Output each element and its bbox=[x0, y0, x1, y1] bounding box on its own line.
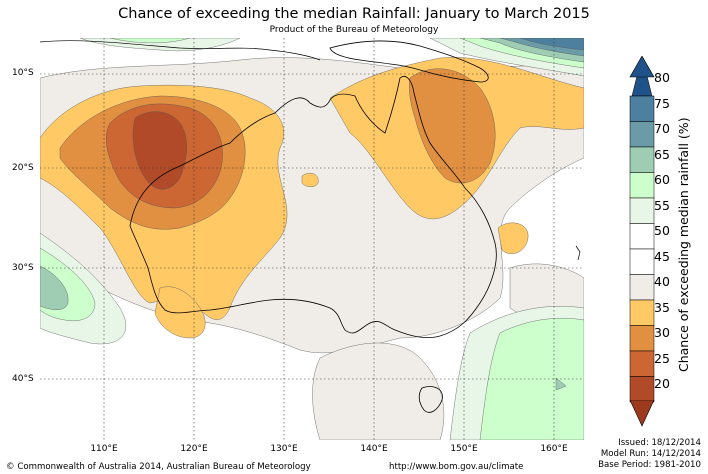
legend-tick-55: 55 bbox=[654, 197, 670, 213]
legend-top-arrow-shape bbox=[629, 56, 655, 78]
rainfall-map bbox=[40, 38, 584, 440]
lon-label-150e: 150°E bbox=[450, 444, 478, 454]
legend-bottom-arrow-shape bbox=[629, 400, 655, 427]
legend-tick-75: 75 bbox=[654, 95, 670, 111]
legend-tick-25: 25 bbox=[654, 350, 670, 366]
region-55-60-northwest bbox=[79, 38, 241, 52]
indonesia-coastline bbox=[40, 40, 321, 61]
legend-tick-35: 35 bbox=[654, 299, 670, 315]
map-subtitle: Product of the Bureau of Meteorology bbox=[269, 25, 439, 35]
legend-tick-45: 45 bbox=[654, 248, 670, 264]
graticule bbox=[40, 38, 584, 440]
rainfall-map-svg bbox=[40, 38, 584, 440]
legend-cell-25-30 bbox=[629, 350, 655, 377]
region-40-45-south bbox=[312, 342, 445, 440]
tasmania-coastline bbox=[418, 386, 443, 413]
legend-arrow-top bbox=[631, 76, 653, 97]
bom-url-link[interactable]: http://www.bom.gov.au/climate bbox=[389, 462, 524, 472]
legend-cell-60-65 bbox=[629, 172, 655, 199]
new-zealand-coastline bbox=[575, 245, 581, 261]
lon-label-110e: 110°E bbox=[90, 444, 118, 454]
lon-label-120e: 120°E bbox=[180, 444, 208, 454]
legend-cell-70-75 bbox=[629, 121, 655, 148]
legend-tick-65: 65 bbox=[654, 146, 670, 162]
legend-tick-80: 80 bbox=[654, 70, 670, 85]
region-65-70-southeast bbox=[555, 377, 567, 391]
legend-tick-40: 40 bbox=[654, 274, 670, 289]
legend-cell-35-40 bbox=[629, 299, 655, 326]
issued-date: Issued: 18/12/2014 bbox=[618, 438, 701, 448]
legend-bottom-arrow bbox=[629, 400, 655, 427]
lat-label-30s: 30°S bbox=[12, 263, 34, 273]
new-guinea-coastline bbox=[329, 40, 489, 83]
legend-cell-45-50 bbox=[629, 248, 655, 275]
lat-label-10s: 10°S bbox=[12, 68, 34, 78]
region-65-70-southwest bbox=[40, 265, 69, 310]
legend-tick-60: 60 bbox=[654, 172, 670, 187]
legend-title-wrap: Chance of exceeding median rainfall (%) bbox=[676, 117, 708, 387]
legend-tick-70: 70 bbox=[654, 121, 670, 136]
legend-cell-55-60 bbox=[629, 197, 655, 224]
model-run-date: Model Run: 14/12/2014 bbox=[600, 449, 701, 459]
legend-tick-50: 50 bbox=[654, 223, 670, 238]
lon-label-160e: 160°E bbox=[540, 444, 568, 454]
legend-cell-65-70 bbox=[629, 146, 655, 173]
map-title: Chance of exceeding the median Rainfall:… bbox=[118, 6, 590, 22]
lat-label-20s: 20°S bbox=[12, 163, 34, 173]
region-35-40-south bbox=[154, 286, 206, 339]
lon-label-130e: 130°E bbox=[270, 444, 298, 454]
legend-title: Chance of exceeding median rainfall (%) bbox=[676, 117, 691, 372]
legend-cell-20-25 bbox=[629, 376, 655, 403]
legend-tick-30: 30 bbox=[654, 325, 670, 340]
region-35-40-center-spot bbox=[301, 173, 319, 187]
legend-cell-40-45 bbox=[629, 274, 655, 301]
region-75-80-northeast bbox=[519, 38, 584, 51]
lat-label-40s: 40°S bbox=[12, 374, 34, 384]
legend-cell-50-55 bbox=[629, 223, 655, 250]
region-60-65-northwest bbox=[109, 38, 191, 44]
region-20-25-west bbox=[132, 111, 187, 190]
lon-label-140e: 140°E bbox=[360, 444, 388, 454]
legend-top-arrow bbox=[629, 56, 655, 78]
legend-tick-20: 20 bbox=[654, 376, 670, 391]
issue-info: Issued: 18/12/2014 Model Run: 14/12/2014… bbox=[598, 438, 701, 471]
copyright-text: © Commonwealth of Australia 2014, Austra… bbox=[6, 462, 311, 472]
legend-colorbar bbox=[629, 76, 655, 403]
australia-coastline bbox=[129, 76, 497, 338]
legend-cell-75-80 bbox=[629, 95, 655, 122]
region-35-40-east-spot bbox=[497, 222, 529, 254]
region-30-35-northeast bbox=[409, 68, 496, 184]
legend-cell-30-35 bbox=[629, 325, 655, 352]
base-period: Base Period: 1981-2010 bbox=[598, 460, 701, 470]
legend-cells bbox=[629, 95, 655, 403]
